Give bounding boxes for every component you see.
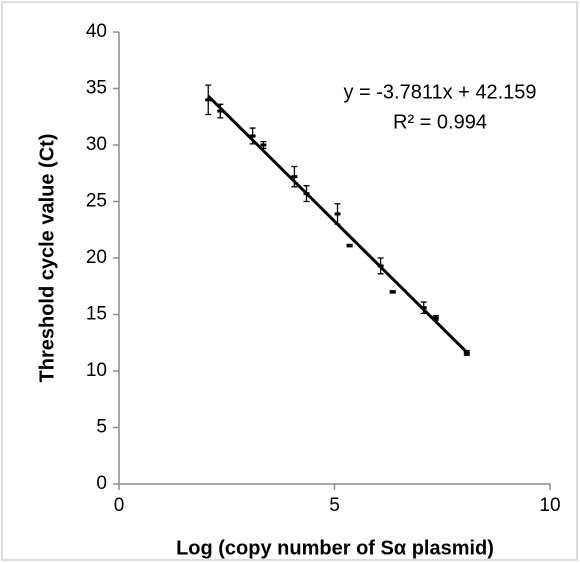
y-tick-label: 0 [96, 473, 107, 494]
y-tick-label: 5 [96, 417, 107, 438]
x-axis-title: Log (copy number of Sα plasmid) [176, 537, 494, 559]
point [420, 306, 427, 310]
point [334, 212, 341, 216]
x-tick-label: 0 [114, 495, 125, 516]
y-tick-label: 30 [86, 134, 107, 155]
point [260, 143, 267, 147]
point [291, 175, 298, 179]
y-tick-label: 15 [86, 304, 107, 325]
point [389, 290, 396, 294]
point [377, 264, 384, 268]
point [303, 192, 310, 196]
y-tick-label: 25 [86, 191, 107, 212]
y-tick-label: 20 [86, 247, 107, 268]
y-tick-label: 35 [86, 78, 107, 99]
point [463, 351, 470, 355]
point [346, 244, 353, 248]
r-squared: R² = 0.994 [393, 111, 487, 133]
x-tick-label: 5 [329, 495, 340, 516]
y-tick-label: 10 [86, 360, 107, 381]
y-tick-label: 40 [86, 21, 107, 42]
point [249, 134, 256, 138]
point [217, 109, 224, 113]
x-tick-label: 10 [539, 495, 560, 516]
point [205, 98, 212, 102]
point [432, 316, 439, 320]
equation: y = -3.7811x + 42.159 [343, 81, 536, 103]
y-axis-title: Threshold cycle value (Ct) [36, 134, 58, 383]
